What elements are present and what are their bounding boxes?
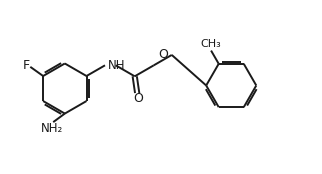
Text: NH₂: NH₂ (41, 122, 63, 135)
Text: CH₃: CH₃ (201, 39, 222, 49)
Text: NH: NH (108, 59, 126, 72)
Text: O: O (133, 92, 143, 105)
Text: O: O (158, 48, 168, 61)
Text: F: F (23, 59, 30, 72)
